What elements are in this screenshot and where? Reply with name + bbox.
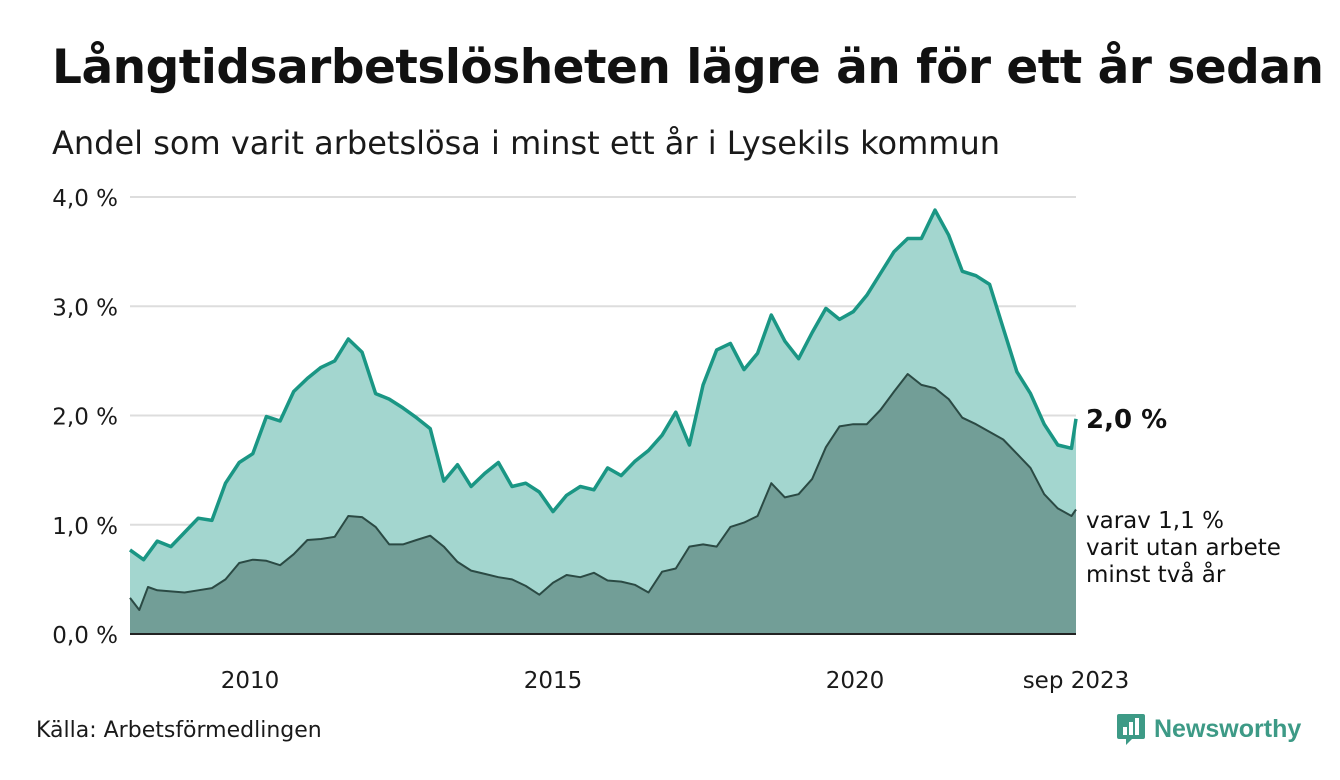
chart-subtitle: Andel som varit arbetslösa i minst ett å… [52, 124, 1001, 162]
end-label-long-line: minst två år [1086, 560, 1226, 588]
y-tick-label: 0,0 % [52, 623, 118, 649]
series-line [128, 208, 1078, 562]
x-tick-label: 2020 [826, 668, 885, 694]
series-line [129, 373, 1077, 611]
x-tick-label: 2015 [524, 668, 583, 694]
x-tick-label: sep 2023 [1023, 668, 1130, 694]
end-label-long-line: varav 1,1 % [1086, 508, 1224, 534]
end-label-long-line: varit utan arbete [1086, 535, 1281, 561]
x-tick-label: 2010 [221, 668, 280, 694]
series-area [130, 374, 1076, 634]
y-tick-label: 4,0 % [52, 186, 118, 212]
brand-name: Newsworthy [1154, 714, 1302, 743]
y-tick-label: 1,0 % [52, 514, 118, 540]
y-tick-label: 3,0 % [52, 295, 118, 321]
source-note: Källa: Arbetsförmedlingen [36, 718, 322, 743]
newsworthy-icon [1117, 714, 1145, 745]
chart-title: Långtidsarbetslösheten lägre än för ett … [52, 40, 1324, 95]
brand-logo[interactable]: Newsworthy [1116, 712, 1301, 746]
end-label-total: 2,0 % [1086, 405, 1167, 435]
plot-areas [128, 208, 1078, 635]
y-tick-label: 2,0 % [52, 405, 118, 431]
labels: 0,0 % 1,0 % 2,0 % 3,0 % 4,0 % 2010 2015 2020 sep… [52, 186, 1281, 694]
